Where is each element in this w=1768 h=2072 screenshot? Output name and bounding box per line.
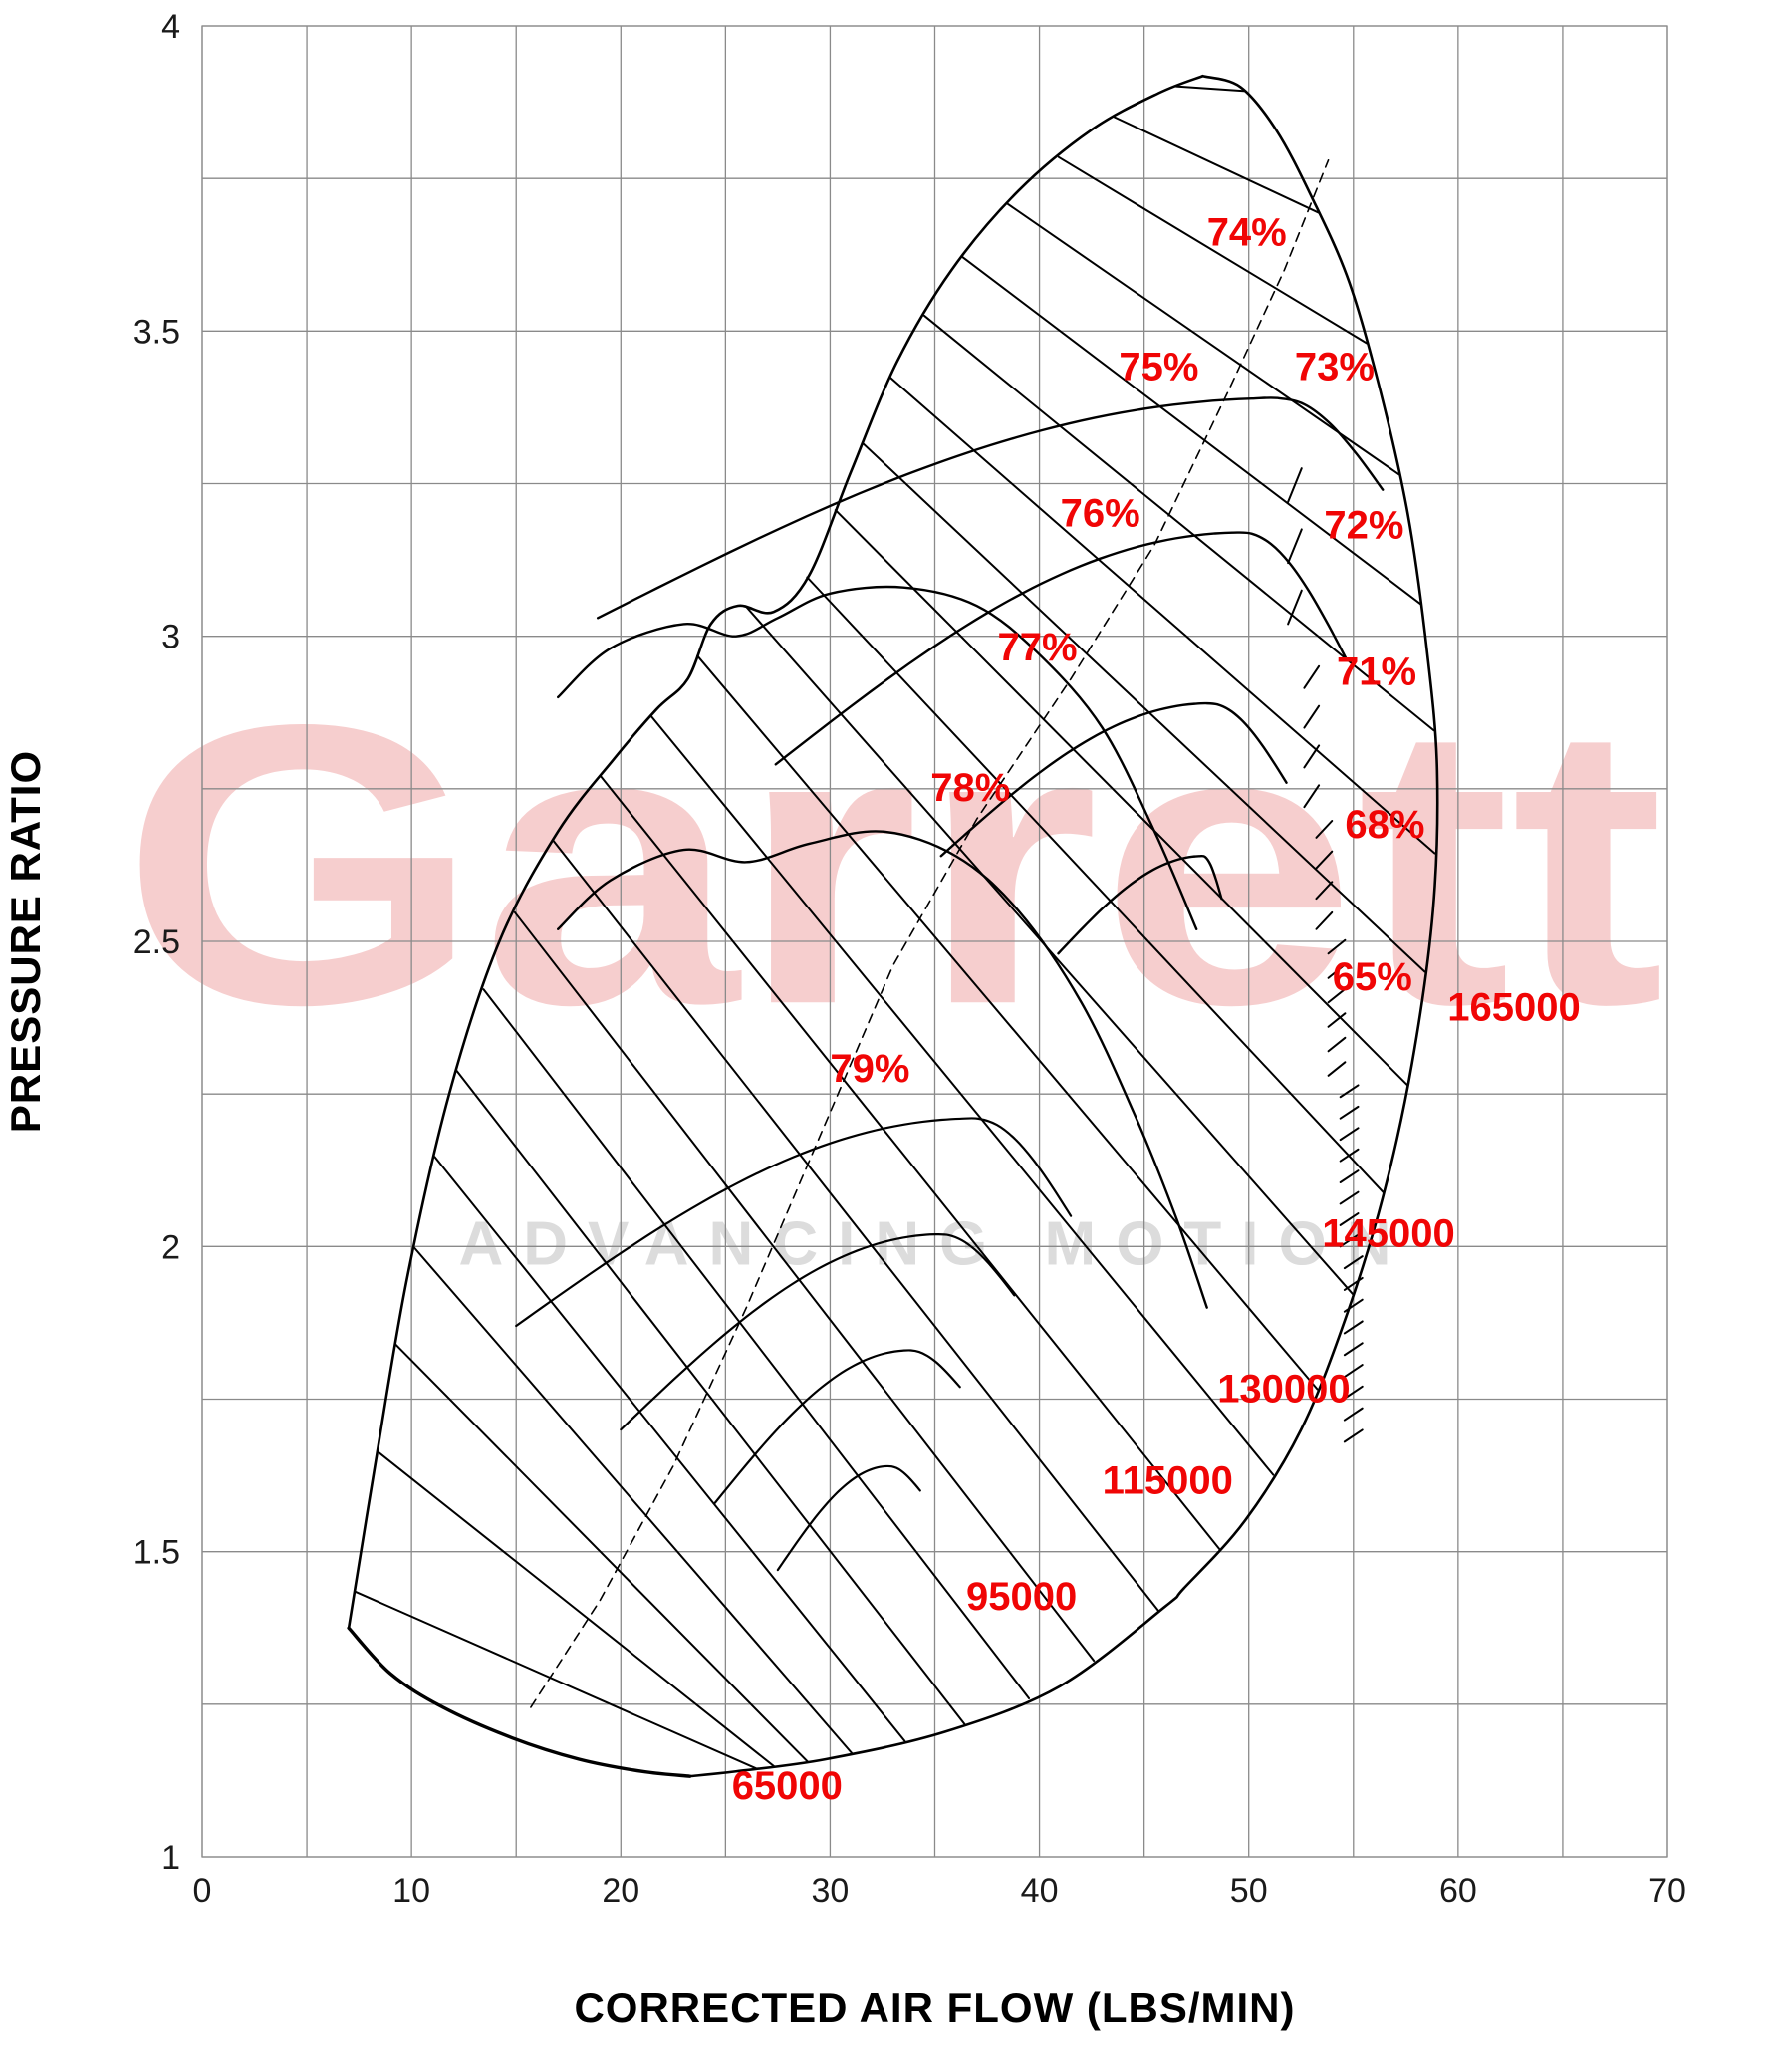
svg-text:60: 60 [1439,1872,1477,1910]
svg-text:3.5: 3.5 [133,313,180,351]
svg-text:30: 30 [811,1872,849,1910]
svg-text:115000: 115000 [1103,1459,1233,1503]
svg-text:20: 20 [602,1872,639,1910]
svg-text:71%: 71% [1337,650,1416,694]
svg-text:130000: 130000 [1217,1368,1350,1412]
svg-text:77%: 77% [998,626,1078,669]
svg-text:74%: 74% [1207,211,1287,255]
svg-text:65000: 65000 [732,1764,843,1808]
svg-text:79%: 79% [830,1047,909,1091]
svg-text:0: 0 [193,1872,212,1910]
svg-text:1.5: 1.5 [133,1534,180,1572]
svg-text:4: 4 [161,8,180,46]
svg-text:76%: 76% [1061,491,1140,535]
svg-text:68%: 68% [1345,803,1424,847]
svg-text:PRESSURE RATIO: PRESSURE RATIO [2,750,49,1133]
svg-text:65%: 65% [1333,955,1412,999]
svg-text:1: 1 [161,1839,180,1877]
svg-text:70: 70 [1648,1872,1686,1910]
svg-text:75%: 75% [1119,345,1198,388]
svg-text:78%: 78% [930,766,1010,810]
svg-text:40: 40 [1021,1872,1059,1910]
svg-text:95000: 95000 [966,1575,1077,1619]
svg-text:73%: 73% [1295,345,1375,388]
svg-text:72%: 72% [1324,504,1403,548]
svg-text:3: 3 [161,619,180,656]
svg-text:CORRECTED AIR FLOW (LBS/MIN): CORRECTED AIR FLOW (LBS/MIN) [574,1984,1295,2031]
svg-text:145000: 145000 [1322,1211,1454,1255]
svg-text:165000: 165000 [1447,986,1580,1030]
svg-text:2: 2 [161,1228,180,1266]
svg-text:50: 50 [1230,1872,1268,1910]
svg-text:10: 10 [392,1872,430,1910]
svg-text:2.5: 2.5 [133,923,180,961]
